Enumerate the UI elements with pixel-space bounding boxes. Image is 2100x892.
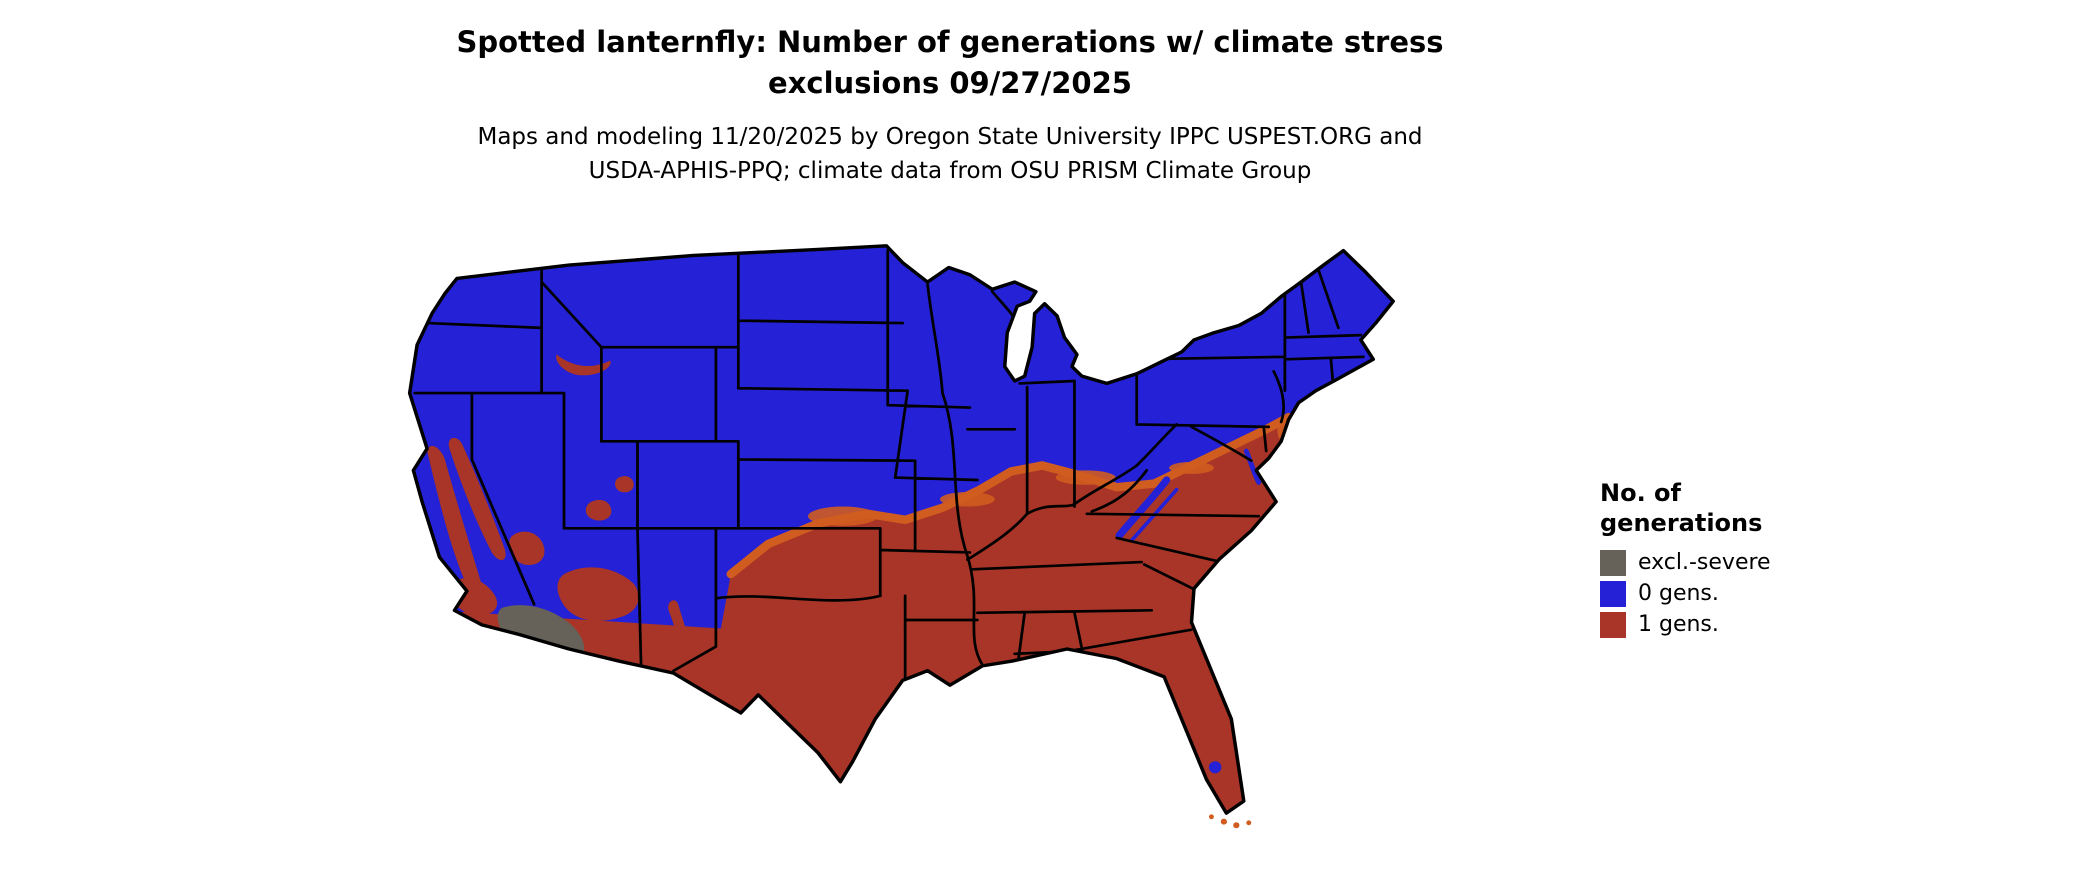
- excl-severe-swatch: [1600, 550, 1626, 576]
- map-fill-layer: [409, 245, 1394, 814]
- figure-title-line2: exclusions 09/27/2025: [768, 66, 1132, 100]
- figure-subtitle-line2: USDA-APHIS-PPQ; climate data from OSU PR…: [588, 158, 1312, 184]
- legend-item-excl-severe: excl.-severe: [1600, 550, 1860, 576]
- legend-items: excl.-severe 0 gens. 1 gens.: [1600, 550, 1860, 638]
- florida-keys-dots: [1208, 814, 1252, 829]
- legend-title: No. of generations: [1600, 478, 1860, 538]
- state-borders: [413, 249, 1365, 685]
- legend-item-1-gens: 1 gens.: [1600, 612, 1860, 638]
- legend: No. of generations excl.-severe 0 gens.: [1600, 478, 1860, 643]
- figure-title-line1: Spotted lanternfly: Number of generation…: [456, 25, 1444, 59]
- legend-label-1-gens: 1 gens.: [1638, 612, 1719, 637]
- legend-title-line2: generations: [1600, 509, 1763, 537]
- lake-okeechobee-dot: [1208, 761, 1222, 774]
- figure-header: Spotted lanternfly: Number of generation…: [0, 22, 1900, 188]
- legend-item-0-gens: 0 gens.: [1600, 581, 1860, 607]
- us-map: [407, 244, 1395, 829]
- legend-title-line1: No. of: [1600, 479, 1681, 507]
- figure-subtitle-line1: Maps and modeling 11/20/2025 by Oregon S…: [477, 124, 1423, 150]
- one-gens-swatch: [1600, 612, 1626, 638]
- legend-label-excl-severe: excl.-severe: [1638, 550, 1771, 575]
- legend-label-0-gens: 0 gens.: [1638, 581, 1719, 606]
- figure-subtitle: Maps and modeling 11/20/2025 by Oregon S…: [0, 120, 1900, 188]
- us-outline: [407, 244, 1395, 815]
- zero-gens-swatch: [1600, 581, 1626, 607]
